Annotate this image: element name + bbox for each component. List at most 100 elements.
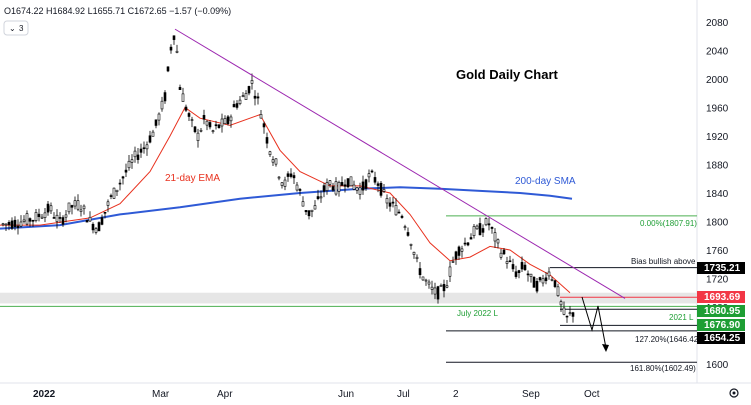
candle-body bbox=[304, 210, 308, 213]
candle-body bbox=[142, 147, 146, 150]
candle-body bbox=[235, 103, 239, 108]
downtrend-line[interactable] bbox=[174, 28, 626, 299]
candle-body bbox=[295, 184, 299, 191]
candle-body bbox=[40, 216, 44, 219]
candle-body bbox=[445, 285, 449, 288]
candle-body bbox=[85, 220, 89, 223]
candle-body bbox=[37, 213, 41, 218]
candle-body bbox=[166, 66, 170, 72]
candle-body bbox=[397, 211, 401, 214]
candle-body bbox=[70, 205, 74, 208]
candle-body bbox=[139, 148, 143, 153]
candle-body bbox=[517, 270, 521, 273]
fib-0-label: 0.00%(1807.91) bbox=[640, 219, 697, 228]
candle-body bbox=[28, 218, 32, 222]
candle-body bbox=[82, 205, 86, 210]
candle-body bbox=[553, 280, 557, 287]
candle-body bbox=[565, 315, 569, 318]
candle-body bbox=[307, 210, 311, 217]
tag-bias: 1735.21 bbox=[704, 263, 741, 274]
candle-body bbox=[49, 205, 53, 212]
candle-body bbox=[103, 211, 107, 214]
price-axis[interactable]: 2080 2040 2000 1960 1920 1880 1840 1800 1760 1720… bbox=[706, 18, 729, 371]
x-tick-2022: 2022 bbox=[33, 389, 56, 400]
candle-body bbox=[229, 116, 233, 122]
candle-body bbox=[301, 201, 305, 207]
candle-body bbox=[268, 151, 272, 156]
y-tick-label: 2040 bbox=[706, 47, 729, 58]
candle-body bbox=[118, 182, 122, 185]
candle-body bbox=[151, 131, 155, 137]
candle-body bbox=[490, 226, 494, 229]
candle-body bbox=[259, 114, 263, 119]
indicators-toggle[interactable]: ⌄ 3 bbox=[3, 20, 29, 36]
x-tick-jul: Jul bbox=[397, 389, 410, 400]
candle-body bbox=[421, 276, 425, 281]
candle-body bbox=[475, 225, 479, 230]
projection-path bbox=[581, 296, 607, 349]
candle-body bbox=[280, 182, 284, 186]
candle-body bbox=[538, 277, 542, 281]
candle-body bbox=[511, 264, 515, 270]
candle-body bbox=[340, 182, 344, 186]
x-tick-mar: Mar bbox=[152, 389, 170, 400]
candle-body bbox=[382, 189, 386, 192]
candle-body bbox=[127, 160, 131, 169]
candle-body bbox=[505, 261, 509, 264]
candle-body bbox=[427, 281, 431, 285]
candle-body bbox=[343, 184, 347, 187]
candle-body bbox=[379, 182, 383, 196]
candle-body bbox=[79, 209, 83, 212]
candle-body bbox=[529, 273, 533, 277]
time-axis[interactable]: 2022 Mar Apr Jun Jul 2 Sep Oct bbox=[33, 389, 600, 400]
candle-body bbox=[106, 201, 110, 206]
candle-body bbox=[160, 100, 164, 110]
candle-body bbox=[223, 118, 227, 125]
y-tick-label: 1840 bbox=[706, 189, 729, 200]
candle-body bbox=[523, 264, 527, 271]
indicators-toggle-bg[interactable] bbox=[3, 20, 29, 36]
candle-body bbox=[34, 212, 38, 221]
candle-body bbox=[550, 279, 554, 281]
x-tick-2: 2 bbox=[453, 389, 459, 400]
candle-body bbox=[571, 312, 575, 317]
candle-body bbox=[454, 251, 458, 260]
candle-body bbox=[43, 212, 47, 218]
candle-body bbox=[346, 178, 350, 188]
candle-body bbox=[556, 286, 560, 296]
candle-body bbox=[322, 185, 326, 192]
candle-body bbox=[364, 179, 368, 189]
candle-body bbox=[148, 135, 152, 143]
candle-body bbox=[64, 214, 68, 218]
candle-body bbox=[409, 243, 413, 246]
candle-body bbox=[115, 189, 119, 192]
gear-icon[interactable] bbox=[729, 388, 739, 398]
candle-body bbox=[277, 176, 281, 179]
candle-body bbox=[460, 248, 464, 252]
ema-label: 21-day EMA bbox=[165, 173, 220, 184]
candle-body bbox=[253, 95, 257, 99]
candle-body bbox=[373, 177, 377, 183]
candle-body bbox=[331, 186, 335, 191]
candle-body bbox=[544, 277, 548, 282]
candle-body bbox=[562, 307, 566, 315]
july-2022-low-label: July 2022 L bbox=[457, 309, 498, 318]
candle-body bbox=[508, 260, 512, 263]
candle-body bbox=[472, 226, 476, 236]
candle-body bbox=[247, 86, 251, 94]
candle-body bbox=[205, 120, 209, 126]
candle-body bbox=[424, 279, 428, 282]
candle-body bbox=[298, 189, 302, 191]
candle-body bbox=[4, 223, 8, 226]
candle-body bbox=[316, 196, 320, 199]
candle-body bbox=[502, 249, 506, 255]
candle-body bbox=[145, 144, 149, 150]
tag-resistance: 1693.69 bbox=[704, 292, 741, 303]
candle-body bbox=[526, 273, 530, 276]
candle-body bbox=[211, 130, 215, 132]
candle-body bbox=[478, 223, 482, 236]
y-tick-label: 1720 bbox=[706, 275, 729, 286]
tag-current: 1654.25 bbox=[704, 333, 741, 344]
candle-body bbox=[325, 182, 329, 191]
